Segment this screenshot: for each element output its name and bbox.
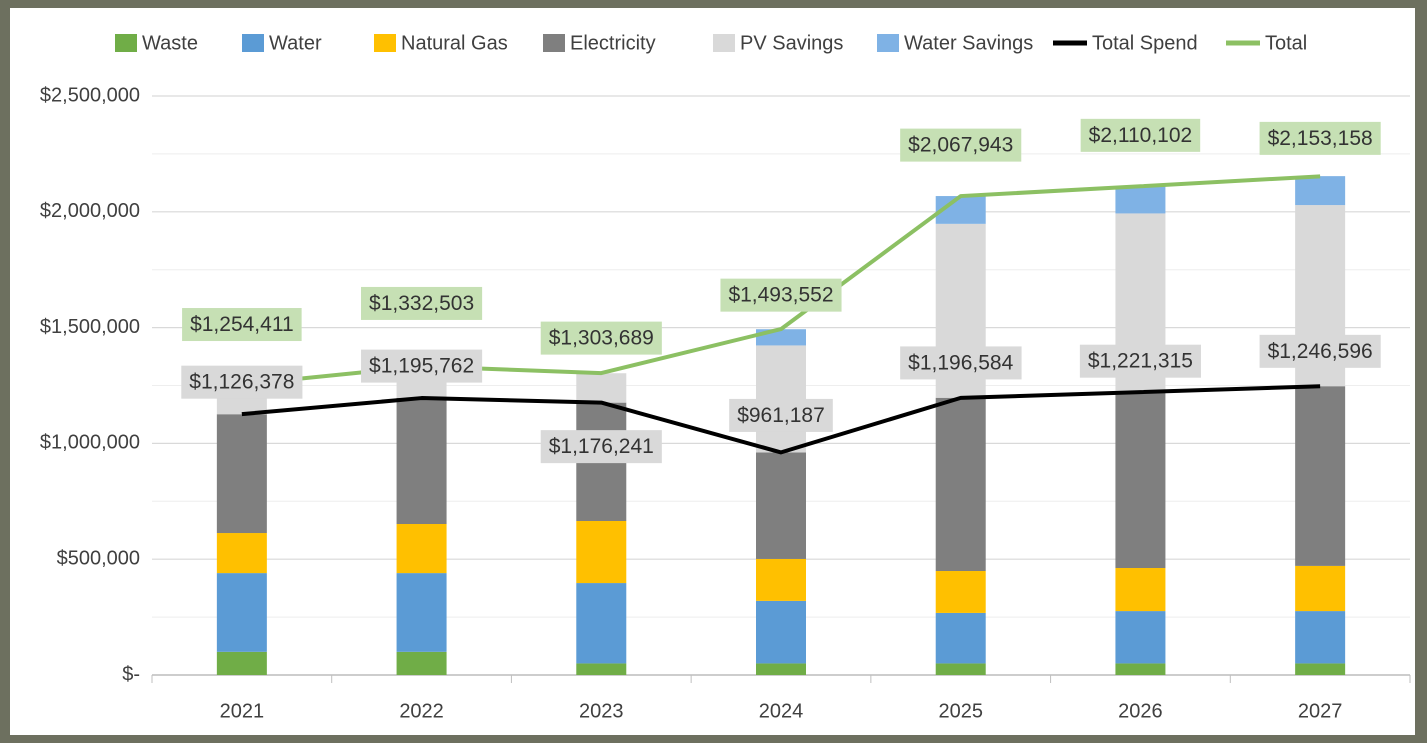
data-label-box (182, 308, 302, 342)
bar-segment (216, 573, 267, 652)
bar-segment (1115, 186, 1166, 214)
data-label-box (361, 349, 483, 383)
data-label: $1,493,552 (728, 284, 833, 307)
y-tick-label: $500,000 (57, 547, 140, 569)
bar-segment (756, 345, 806, 453)
data-label: $1,332,503 (369, 292, 474, 315)
legend-marker (374, 34, 396, 52)
bar-segment (1295, 611, 1346, 664)
data-label: $1,254,411 (190, 313, 294, 336)
bar-segment (216, 651, 267, 675)
bar-segment (935, 612, 986, 664)
data-label-box (540, 321, 662, 355)
bar-segment (1295, 565, 1346, 612)
legend-label: PV Savings (740, 32, 843, 54)
legend-label: Total Spend (1092, 32, 1198, 54)
data-label: $1,221,315 (1088, 350, 1193, 373)
legend-label: Water (269, 32, 322, 54)
bar-segment (216, 533, 267, 574)
bar-segment (576, 520, 627, 584)
y-tick-label: $1,500,000 (40, 316, 140, 338)
legend-label: Waste (142, 32, 198, 54)
bar-segment (216, 414, 267, 534)
y-tick-label: $2,500,000 (40, 84, 140, 106)
bar-segment (576, 373, 627, 403)
bar-segment (1295, 663, 1346, 675)
bar-segment (576, 663, 627, 675)
y-tick-label: $2,000,000 (40, 200, 140, 222)
bar-segment (935, 663, 986, 675)
bar-segment (1115, 611, 1166, 664)
legend-marker (242, 34, 264, 52)
data-label-box (720, 278, 842, 312)
bar-segment (1115, 568, 1166, 612)
x-tick-label: 2022 (399, 700, 444, 722)
x-tick-label: 2026 (1118, 700, 1163, 722)
bar-segment (1115, 392, 1166, 569)
bar-segment (396, 398, 447, 524)
data-label: $1,195,762 (369, 355, 474, 378)
data-label: $2,110,102 (1089, 124, 1193, 147)
x-tick-label: 2025 (938, 700, 983, 722)
data-label-box (540, 430, 662, 464)
data-label: $1,126,378 (189, 371, 294, 394)
data-label-box (729, 398, 833, 432)
bar-segment (756, 600, 806, 664)
data-label-box (1259, 334, 1381, 368)
data-label: $1,176,241 (549, 435, 654, 458)
bar-segment (1295, 176, 1346, 206)
bar-segment (396, 523, 447, 574)
x-tick-label: 2027 (1298, 700, 1343, 722)
data-label: $961,187 (737, 404, 825, 427)
data-labels: $1,126,378 $1,195,762 $1,176,241 $961,187 $1… (181, 334, 1381, 464)
legend-label: Total (1265, 32, 1307, 54)
legend-marker (877, 34, 899, 52)
legend-label: Natural Gas (401, 32, 508, 54)
bar-segment (396, 651, 447, 675)
x-tick-label: 2023 (579, 700, 624, 722)
y-tick-label: $- (122, 663, 140, 685)
data-label-box (900, 128, 1022, 162)
data-label: $1,196,584 (908, 351, 1013, 374)
line-series (241, 384, 1321, 455)
bar-segment (935, 397, 986, 572)
bar-segment (1115, 663, 1166, 675)
data-label-box (1079, 344, 1201, 378)
x-tick-label: 2021 (220, 700, 265, 722)
data-label-box (900, 346, 1022, 380)
x-tick-label: 2024 (759, 700, 804, 722)
data-label-box (1259, 121, 1381, 155)
y-tick-label: $1,000,000 (40, 432, 140, 454)
legend-marker (713, 34, 735, 52)
bar-segment (396, 573, 447, 652)
data-label: $2,067,943 (908, 134, 1013, 157)
data-label: $1,246,596 (1268, 340, 1373, 363)
legend-label: Water Savings (904, 32, 1033, 54)
data-label-box (1080, 118, 1201, 152)
bar-segment (756, 558, 806, 601)
legend-marker (543, 34, 565, 52)
legend-marker (115, 34, 137, 52)
data-label: $1,303,689 (549, 327, 654, 350)
data-labels: $1,254,411 $1,332,503 $1,303,689 $1,493,552… (182, 118, 1381, 355)
legend-label: Electricity (570, 32, 656, 54)
data-label-box (181, 365, 303, 399)
data-label: $2,153,158 (1268, 127, 1373, 150)
data-label-box (361, 286, 483, 320)
bar-segment (756, 663, 806, 675)
bar-segment (935, 571, 986, 613)
bar-segment (1295, 386, 1346, 566)
bar-segment (576, 583, 627, 664)
bar-segment (756, 452, 806, 559)
